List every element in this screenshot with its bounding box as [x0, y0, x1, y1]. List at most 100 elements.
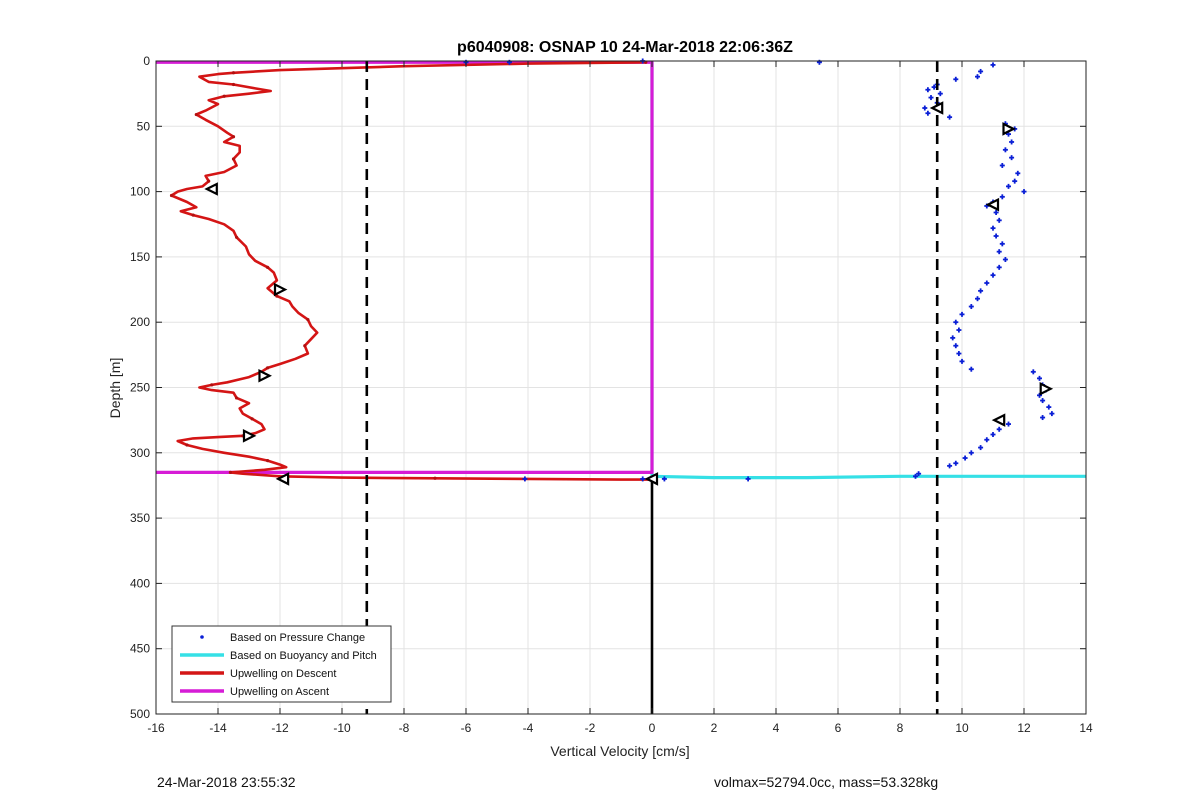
descent-point — [266, 265, 270, 269]
x-tick-label: 10 — [955, 721, 969, 735]
legend-label: Based on Buoyancy and Pitch — [230, 650, 377, 662]
pressure-point — [947, 463, 953, 469]
descent-point — [303, 344, 307, 348]
y-tick-label: 500 — [130, 707, 150, 721]
triangle-marker — [273, 282, 288, 297]
descent-point — [235, 235, 239, 239]
x-tick-label: -6 — [461, 721, 472, 735]
pressure-point — [1030, 369, 1036, 375]
descent-point — [235, 396, 239, 400]
x-tick-label: 8 — [897, 721, 904, 735]
pressure-point — [978, 445, 984, 451]
y-tick-label: 300 — [130, 446, 150, 460]
descent-point — [191, 213, 195, 217]
pressure-point — [1006, 183, 1011, 189]
pressure-point — [953, 319, 959, 325]
y-tick-label: 0 — [143, 54, 150, 68]
descent-point — [207, 179, 211, 183]
pressure-point — [1002, 257, 1008, 263]
y-tick-label: 50 — [137, 119, 151, 133]
descent-point — [250, 417, 254, 421]
pressure-point — [999, 241, 1005, 247]
x-tick-label: 4 — [773, 721, 780, 735]
legend-entry: Upwelling on Ascent — [180, 686, 329, 698]
triangle-marker — [985, 197, 1000, 212]
pressure-point — [640, 476, 646, 482]
y-tick-label: 400 — [130, 576, 150, 590]
pressure-point — [990, 62, 996, 68]
pressure-point — [959, 358, 965, 364]
triangle-marker — [204, 182, 218, 196]
pressure-point — [1021, 189, 1027, 195]
pressure-point — [999, 194, 1005, 200]
x-tick-label: -16 — [147, 721, 165, 735]
y-tick-label: 150 — [130, 250, 150, 264]
footer-timestamp: 24-Mar-2018 23:55:32 — [157, 774, 296, 790]
pressure-point — [978, 288, 984, 294]
x-tick-label: 6 — [835, 721, 842, 735]
descent-point — [231, 157, 236, 161]
pressure-point — [968, 366, 974, 372]
pressure-point — [990, 272, 996, 278]
y-tick-label: 100 — [130, 185, 150, 199]
pressure-point — [1006, 421, 1011, 427]
legend-entry: Based on Buoyancy and Pitch — [180, 650, 377, 662]
footer-volmax-mass: volmax=52794.0cc, mass=53.328kg — [714, 774, 939, 790]
pressure-point — [916, 471, 922, 477]
descent-point — [266, 366, 270, 370]
descent-point — [185, 443, 189, 447]
descent-point — [306, 317, 310, 322]
pressure-point — [1009, 155, 1015, 161]
pressure-point — [925, 87, 931, 93]
pressure-point — [968, 450, 974, 456]
pressure-point — [956, 351, 962, 357]
pressure-point — [1046, 404, 1052, 410]
triangle-marker — [242, 429, 257, 443]
pressure-point — [990, 225, 996, 231]
x-tick-label: 2 — [711, 721, 718, 735]
pressure-point — [1015, 170, 1021, 176]
descent-point — [194, 112, 198, 117]
x-tick-label: 0 — [649, 721, 656, 735]
x-axis-label: Vertical Velocity [cm/s] — [550, 743, 689, 759]
triangle-marker — [991, 413, 1006, 427]
pressure-point — [925, 110, 931, 116]
pressure-point — [937, 91, 943, 97]
x-tick-label: 14 — [1079, 721, 1093, 735]
axes: -16 -14 -12 -10 -8 -6 -4 -2 0 2 4 6 8 10 12 14 0 50 100 150… — [130, 54, 1093, 735]
triangle-marker — [1039, 382, 1054, 396]
pressure-point — [993, 233, 999, 239]
pressure-point — [984, 280, 990, 286]
descent-point — [275, 294, 279, 298]
descent-point — [266, 459, 270, 463]
pressure-point — [953, 460, 959, 466]
pressure-point — [913, 473, 918, 479]
pressure-point — [1012, 178, 1018, 184]
pressure-point — [931, 84, 937, 90]
y-axis-label: Depth [m] — [107, 358, 123, 419]
pressure-point — [1049, 411, 1055, 417]
legend-swatch — [200, 635, 204, 639]
pressure-point — [996, 426, 1002, 432]
x-tick-label: -12 — [271, 721, 289, 735]
pressure-point — [1040, 415, 1046, 421]
pressure-point — [1037, 392, 1042, 398]
triangle-marker — [1002, 122, 1016, 136]
descent-point — [231, 135, 236, 139]
descent-point — [433, 476, 437, 480]
legend-entry: Based on Pressure Change — [200, 632, 365, 644]
descent-point — [231, 82, 236, 87]
pressure-point — [953, 343, 959, 349]
pressure-point — [522, 476, 528, 482]
reference-lines — [365, 61, 939, 714]
pressure-point — [1009, 139, 1015, 145]
pressure-point — [999, 162, 1005, 168]
pressure-point — [993, 209, 999, 215]
legend: Based on Pressure Change Based on Buoyanc… — [171, 625, 392, 703]
pressure-point — [996, 249, 1002, 255]
pressure-point — [962, 455, 968, 461]
pressure-point — [975, 74, 980, 80]
pressure-point — [953, 76, 959, 82]
pressure-point — [975, 296, 980, 302]
